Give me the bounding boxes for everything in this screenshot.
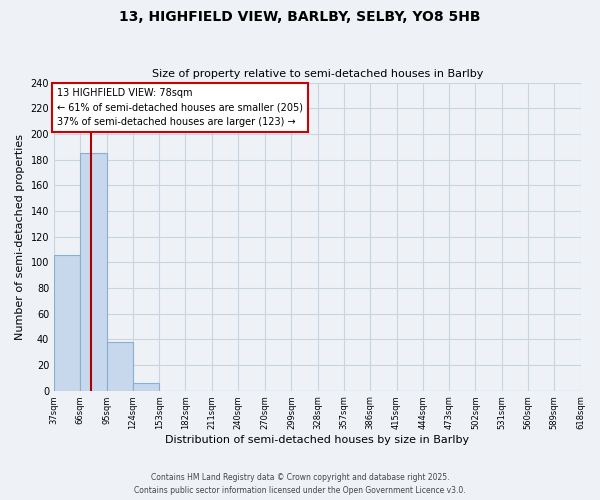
Bar	[80, 153, 107, 390]
Title: Size of property relative to semi-detached houses in Barlby: Size of property relative to semi-detach…	[152, 69, 483, 79]
Text: 13 HIGHFIELD VIEW: 78sqm
← 61% of semi-detached houses are smaller (205)
37% of : 13 HIGHFIELD VIEW: 78sqm ← 61% of semi-d…	[57, 88, 303, 128]
Text: Contains HM Land Registry data © Crown copyright and database right 2025.
Contai: Contains HM Land Registry data © Crown c…	[134, 474, 466, 495]
X-axis label: Distribution of semi-detached houses by size in Barlby: Distribution of semi-detached houses by …	[165, 435, 469, 445]
Bar	[54, 254, 80, 390]
Bar	[133, 383, 159, 390]
Text: 13, HIGHFIELD VIEW, BARLBY, SELBY, YO8 5HB: 13, HIGHFIELD VIEW, BARLBY, SELBY, YO8 5…	[119, 10, 481, 24]
Bar	[107, 342, 133, 390]
Y-axis label: Number of semi-detached properties: Number of semi-detached properties	[15, 134, 25, 340]
